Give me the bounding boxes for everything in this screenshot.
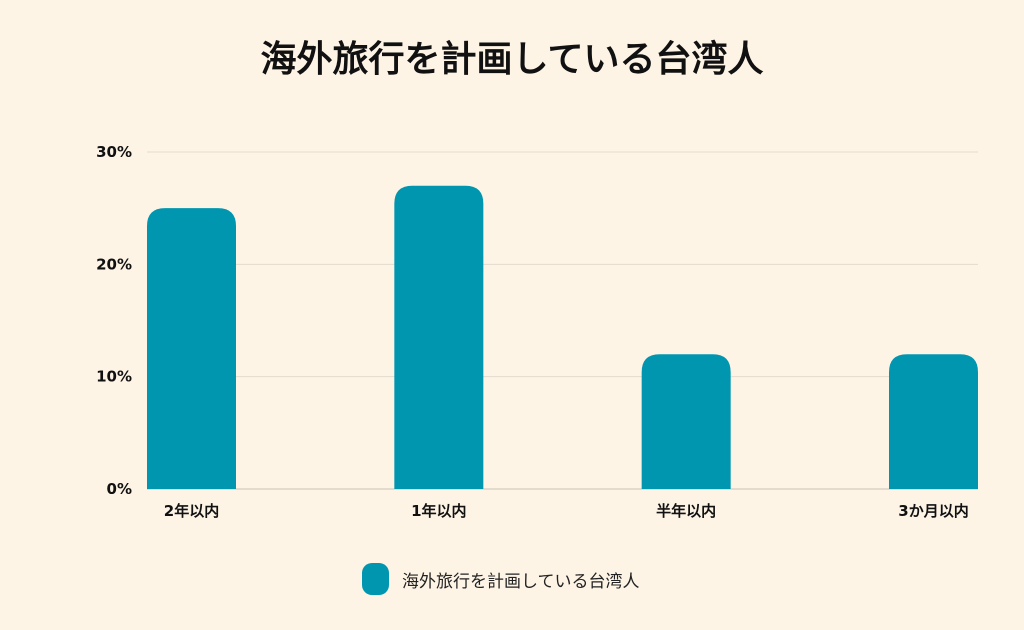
- y-tick-label: 0%: [107, 480, 132, 498]
- y-tick-label: 30%: [96, 143, 132, 161]
- x-tick-label: 半年以内: [656, 502, 716, 520]
- bar: [147, 208, 236, 489]
- y-tick-label: 20%: [96, 255, 132, 273]
- y-tick-label: 10%: [96, 368, 132, 386]
- chart-title: 海外旅行を計画している台湾人: [260, 39, 764, 80]
- legend: 海外旅行を計画している台湾人: [362, 563, 640, 595]
- bar: [889, 354, 978, 489]
- bar: [394, 185, 484, 489]
- bar: [641, 354, 731, 489]
- x-tick-label: 2年以内: [164, 502, 219, 520]
- legend-swatch: [362, 563, 389, 595]
- legend-label: 海外旅行を計画している台湾人: [402, 571, 640, 592]
- x-tick-label: 1年以内: [411, 502, 466, 520]
- x-tick-label: 3か月以内: [898, 502, 968, 520]
